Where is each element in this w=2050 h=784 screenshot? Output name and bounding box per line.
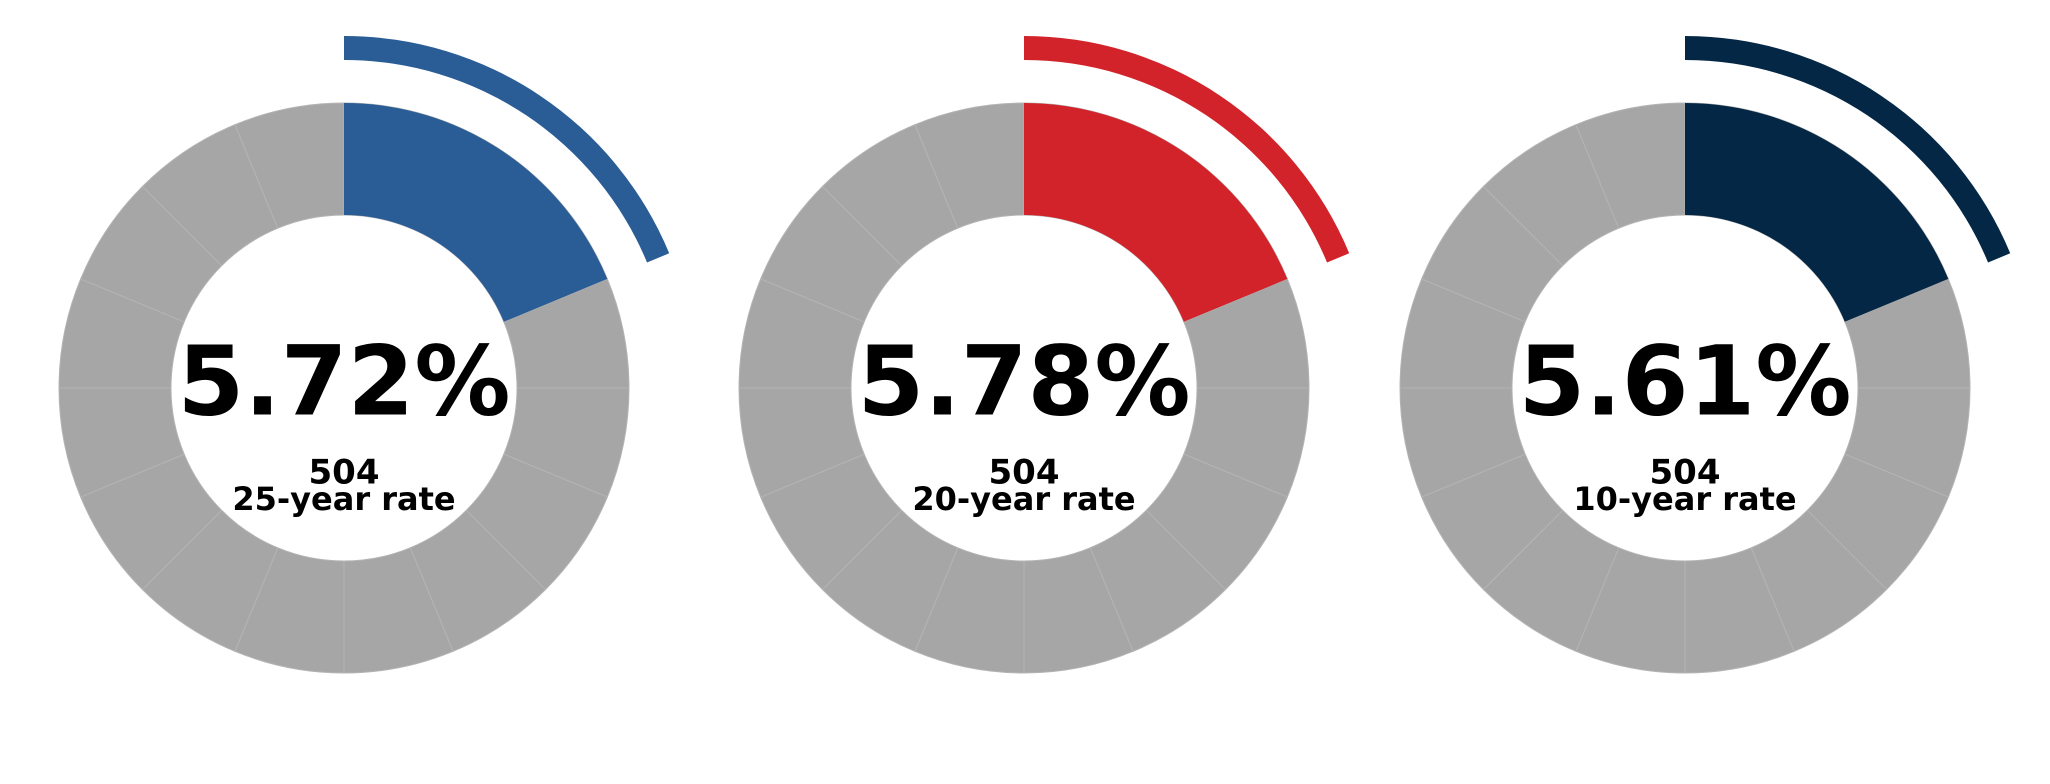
gauge-count: 504 [989, 453, 1060, 493]
gauge-outer-arc [1024, 36, 1350, 263]
gauge-label: 10-year rate [1573, 480, 1796, 518]
gauge-count: 504 [309, 453, 380, 493]
gauge-outer-arc [1685, 36, 2011, 263]
gauge-value: 5.72% [177, 325, 510, 437]
gauge-highlight [1685, 103, 1949, 322]
gauge-highlight [1024, 103, 1288, 322]
gauge-value: 5.78% [857, 325, 1190, 437]
gauge-label: 20-year rate [912, 480, 1135, 518]
gauge-outer-arc [344, 36, 670, 263]
gauge-highlight [344, 103, 608, 322]
gauge-label: 25-year rate [232, 480, 455, 518]
gauge-count: 504 [1650, 453, 1721, 493]
gauge-value: 5.61% [1518, 325, 1851, 437]
